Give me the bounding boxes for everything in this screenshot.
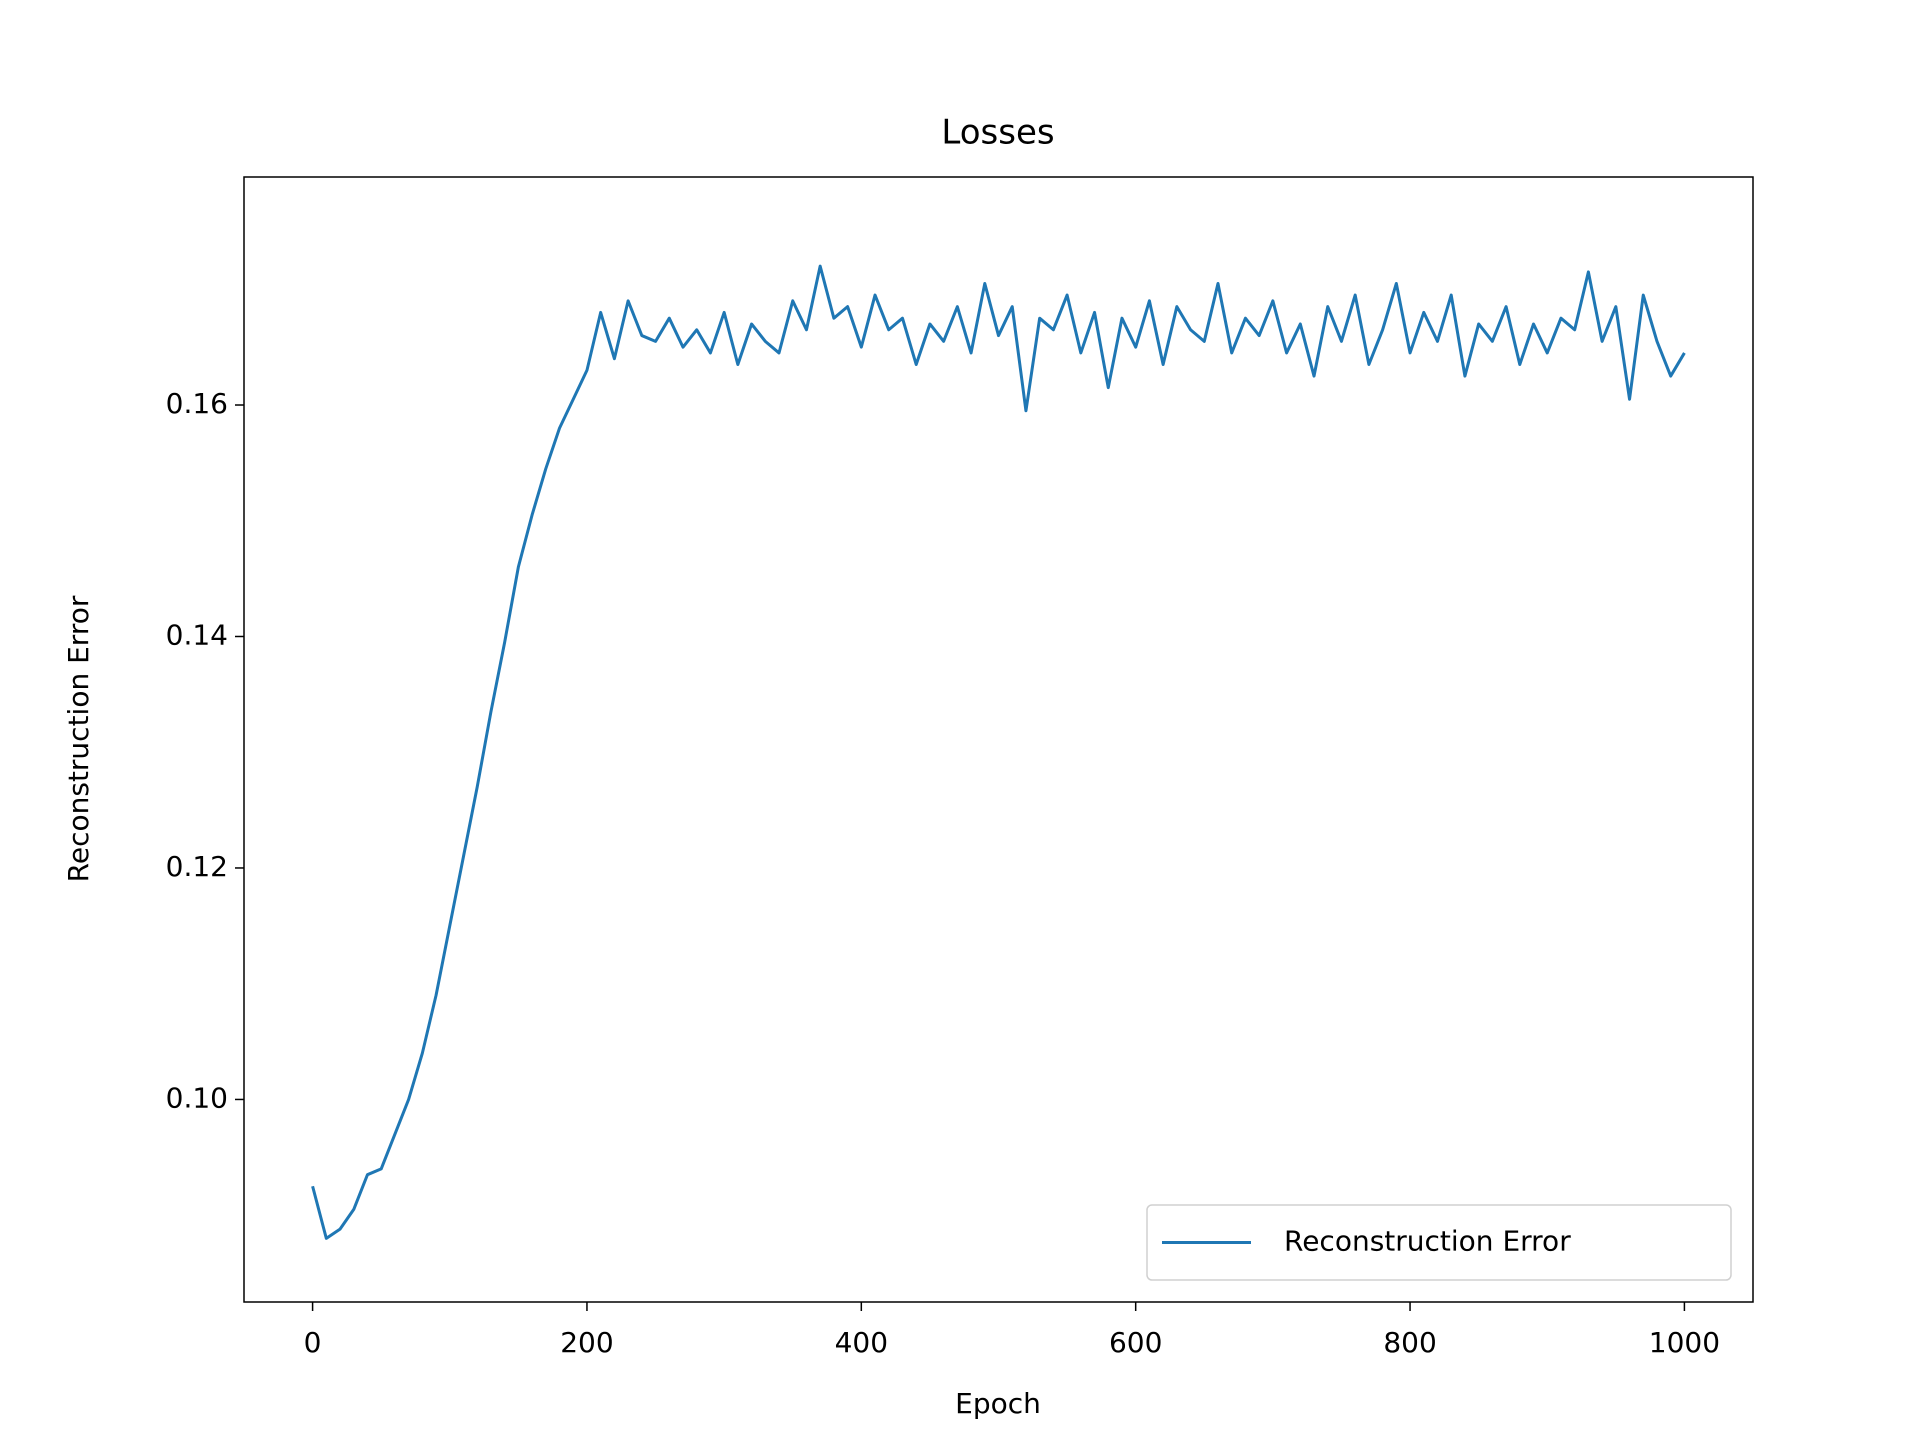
y-tick-label: 0.14 xyxy=(166,618,228,651)
line-series xyxy=(311,264,1686,1240)
x-tick-label: 800 xyxy=(1383,1326,1436,1359)
y-tick-label: 0.16 xyxy=(166,387,228,420)
x-axis-label: Epoch xyxy=(955,1387,1041,1420)
y-tick-label: 0.12 xyxy=(166,850,228,883)
legend-box xyxy=(1146,1204,1732,1281)
plot-frame xyxy=(243,176,1754,1303)
y-tick-label: 0.10 xyxy=(166,1081,228,1114)
x-tick-label: 1000 xyxy=(1649,1326,1720,1359)
x-tick-label: 0 xyxy=(304,1326,322,1359)
y-axis-label: Reconstruction Error xyxy=(62,595,95,882)
chart-title: Losses xyxy=(941,113,1054,153)
x-tick-label: 400 xyxy=(835,1326,888,1359)
x-tick-label: 600 xyxy=(1109,1326,1162,1359)
x-tick-label: 200 xyxy=(560,1326,613,1359)
legend-label: Reconstruction Error xyxy=(1284,1225,1571,1258)
